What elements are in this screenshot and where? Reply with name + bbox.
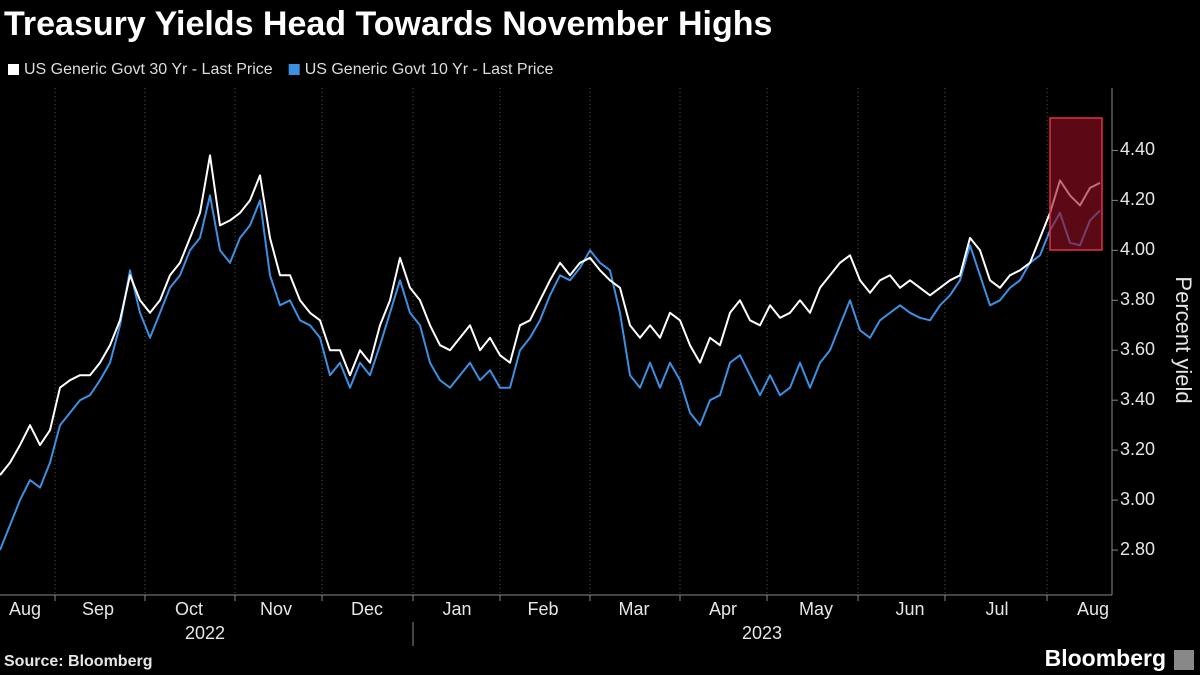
y-tick-label: 3.80 bbox=[1120, 289, 1155, 309]
x-tick-label: Mar bbox=[619, 599, 650, 619]
y-tick-label: 2.80 bbox=[1120, 539, 1155, 559]
x-tick-label: Nov bbox=[260, 599, 292, 619]
chart-title: Treasury Yields Head Towards November Hi… bbox=[4, 5, 772, 43]
year-label: 2023 bbox=[742, 623, 782, 643]
x-tick-label: Feb bbox=[527, 599, 558, 619]
y-tick-label: 3.00 bbox=[1120, 489, 1155, 509]
x-tick-label: Dec bbox=[351, 599, 383, 619]
x-tick-label: Jan bbox=[442, 599, 471, 619]
x-tick-label: Sep bbox=[82, 599, 114, 619]
highlight-box bbox=[1049, 117, 1103, 251]
legend-swatch bbox=[288, 64, 300, 75]
x-tick-label: Apr bbox=[709, 599, 737, 619]
legend-label: US Generic Govt 10 Yr - Last Price bbox=[305, 61, 554, 78]
year-label: 2022 bbox=[185, 623, 225, 643]
x-tick-label: Jun bbox=[895, 599, 924, 619]
brand-icon bbox=[1174, 650, 1194, 670]
source: Source: Bloomberg bbox=[4, 653, 152, 670]
x-tick-label: Aug bbox=[9, 599, 41, 619]
y-tick-label: 4.00 bbox=[1120, 239, 1155, 259]
series-line bbox=[0, 154, 1101, 476]
series-line bbox=[0, 194, 1101, 551]
x-tick-label: May bbox=[799, 599, 833, 619]
y-tick-label: 3.60 bbox=[1120, 339, 1155, 359]
y-tick-label: 4.20 bbox=[1120, 189, 1155, 209]
legend-label: US Generic Govt 30 Yr - Last Price bbox=[24, 61, 273, 78]
y-tick-label: 3.20 bbox=[1120, 439, 1155, 459]
legend-swatch bbox=[8, 64, 19, 75]
x-tick-label: Jul bbox=[985, 599, 1008, 619]
y-tick-label: 4.40 bbox=[1120, 139, 1155, 159]
x-tick-label: Oct bbox=[175, 599, 203, 619]
brand: Bloomberg bbox=[1045, 645, 1166, 671]
plot-area bbox=[0, 88, 1103, 595]
y-axis-label: Percent yield bbox=[1171, 276, 1196, 403]
y-tick-label: 3.40 bbox=[1120, 389, 1155, 409]
legend: US Generic Govt 30 Yr - Last Price US Gen… bbox=[8, 61, 553, 78]
x-tick-label: Aug bbox=[1077, 599, 1109, 619]
